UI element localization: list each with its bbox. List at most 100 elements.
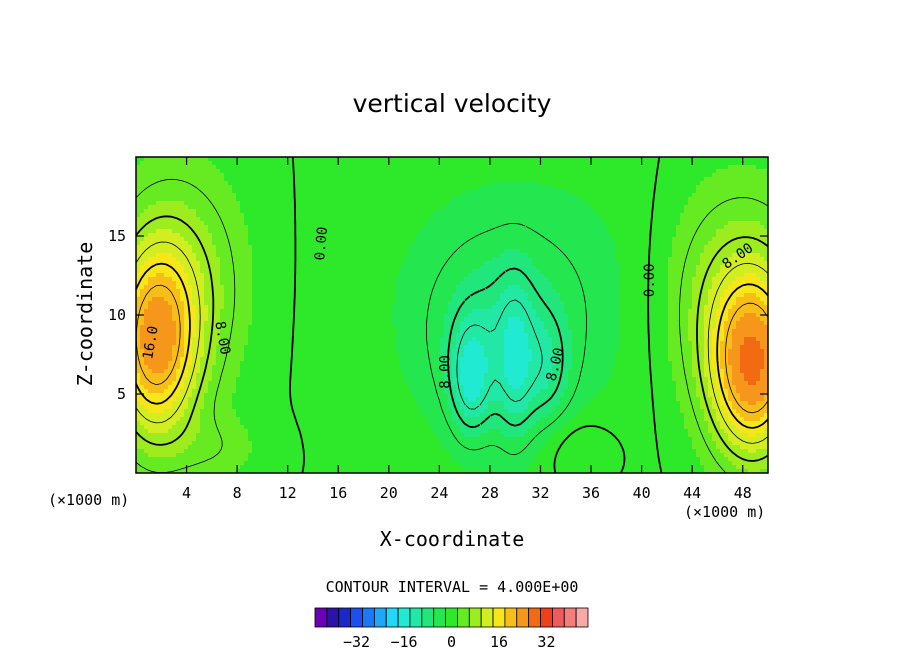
field-cell — [348, 321, 352, 325]
field-cell — [252, 421, 256, 425]
field-cell — [224, 305, 228, 309]
field-cell — [168, 209, 172, 213]
field-cell — [296, 201, 300, 205]
field-cell — [352, 209, 356, 213]
field-cell — [204, 401, 208, 405]
field-cell — [216, 369, 220, 373]
field-cell — [208, 249, 212, 253]
field-cell — [280, 329, 284, 333]
field-cell — [180, 233, 184, 237]
field-cell — [136, 221, 140, 225]
field-cell — [388, 217, 392, 221]
field-cell — [152, 273, 156, 277]
field-cell — [204, 353, 208, 357]
field-cell — [236, 161, 240, 165]
field-cell — [216, 425, 220, 429]
field-cell — [176, 389, 180, 393]
field-cell — [200, 257, 204, 261]
field-cell — [320, 189, 324, 193]
field-cell — [368, 433, 372, 437]
field-cell — [376, 297, 380, 301]
field-cell — [172, 161, 176, 165]
field-cell — [168, 169, 172, 173]
field-cell — [324, 353, 328, 357]
field-cell — [320, 453, 324, 457]
field-cell — [320, 257, 324, 261]
field-cell — [220, 273, 224, 277]
field-cell — [328, 289, 332, 293]
field-cell — [312, 457, 316, 461]
field-cell — [248, 293, 252, 297]
field-cell — [252, 393, 256, 397]
field-cell — [200, 453, 204, 457]
field-cell — [280, 461, 284, 465]
field-cell — [228, 265, 232, 269]
field-cell — [240, 245, 244, 249]
field-cell — [192, 161, 196, 165]
field-cell — [332, 357, 336, 361]
field-cell — [268, 409, 272, 413]
field-cell — [288, 357, 292, 361]
field-cell — [320, 181, 324, 185]
field-cell — [204, 241, 208, 245]
field-cell — [192, 209, 196, 213]
field-cell — [364, 381, 368, 385]
field-cell — [212, 245, 216, 249]
field-cell — [316, 277, 320, 281]
field-cell — [260, 345, 264, 349]
field-cell — [316, 289, 320, 293]
field-cell — [232, 433, 236, 437]
field-cell — [372, 385, 376, 389]
field-cell — [280, 393, 284, 397]
field-cell — [364, 201, 368, 205]
field-cell — [324, 457, 328, 461]
field-cell — [320, 445, 324, 449]
field-cell — [308, 461, 312, 465]
field-cell — [344, 201, 348, 205]
field-cell — [208, 401, 212, 405]
field-cell — [356, 317, 360, 321]
field-cell — [236, 397, 240, 401]
field-cell — [308, 381, 312, 385]
field-cell — [320, 437, 324, 441]
field-cell — [240, 189, 244, 193]
field-cell — [340, 189, 344, 193]
field-cell — [212, 197, 216, 201]
field-cell — [328, 337, 332, 341]
field-cell — [368, 313, 372, 317]
field-cell — [176, 205, 180, 209]
field-cell — [296, 385, 300, 389]
field-cell — [148, 305, 152, 309]
field-cell — [260, 417, 264, 421]
field-cell — [136, 321, 140, 325]
field-cell — [148, 345, 152, 349]
field-cell — [196, 205, 200, 209]
field-cell — [156, 213, 160, 217]
field-cell — [384, 305, 388, 309]
field-cell — [364, 417, 368, 421]
field-cell — [232, 341, 236, 345]
field-cell — [348, 177, 352, 181]
field-cell — [204, 433, 208, 437]
field-cell — [264, 325, 268, 329]
field-cell — [340, 461, 344, 465]
field-cell — [136, 181, 140, 185]
field-cell — [252, 361, 256, 365]
field-cell — [204, 205, 208, 209]
field-cell — [260, 297, 264, 301]
field-cell — [144, 361, 148, 365]
field-cell — [384, 169, 388, 173]
field-cell — [184, 253, 188, 257]
field-cell — [136, 401, 140, 405]
field-cell — [304, 345, 308, 349]
field-cell — [356, 409, 360, 413]
field-cell — [156, 449, 160, 453]
field-cell — [156, 173, 160, 177]
field-cell — [312, 373, 316, 377]
field-cell — [188, 221, 192, 225]
field-cell — [172, 225, 176, 229]
field-cell — [192, 313, 196, 317]
field-cell — [324, 169, 328, 173]
field-cell — [184, 461, 188, 465]
field-cell — [248, 341, 252, 345]
